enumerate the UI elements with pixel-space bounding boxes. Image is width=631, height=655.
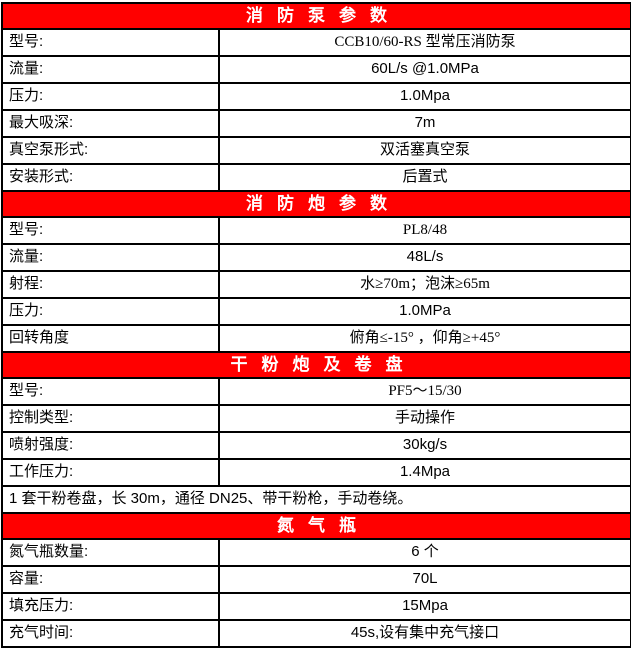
row-value: 45s,设有集中充气接口 [218, 619, 631, 648]
table-row: 喷射强度: 30kg/s [1, 431, 631, 460]
table-row: 回转角度 俯角≤-15° ，仰角≥+45° [1, 324, 631, 353]
section-header: 氮气瓶 [1, 512, 631, 540]
row-label: 喷射强度: [1, 431, 220, 460]
row-value: 7m [218, 109, 631, 138]
table-row: 真空泵形式: 双活塞真空泵 [1, 136, 631, 165]
table-row: 型号: PF5～15/30 [1, 377, 631, 406]
row-label: 压力: [1, 297, 220, 326]
table-row: 型号: PL8/48 [1, 216, 631, 245]
table-row: 氮气瓶数量: 6 个 [1, 538, 631, 567]
row-value: 60L/s @1.0MPa [218, 55, 631, 84]
row-value: PL8/48 [218, 216, 631, 245]
row-value: 1.4Mpa [218, 458, 631, 487]
row-label: 工作压力: [1, 458, 220, 487]
row-value: PF5～15/30 [218, 377, 631, 406]
section-header-row: 干粉炮及卷盘 [1, 351, 631, 379]
section-header: 消防炮参数 [1, 190, 631, 218]
section-header-row: 氮气瓶 [1, 512, 631, 540]
row-label: 控制类型: [1, 404, 220, 433]
row-label: 型号: [1, 28, 220, 57]
row-value: 1.0Mpa [218, 82, 631, 111]
row-value: 后置式 [218, 163, 631, 192]
section-header: 消防泵参数 [1, 2, 631, 30]
row-label: 型号: [1, 377, 220, 406]
table-row: 流量: 60L/s @1.0MPa [1, 55, 631, 84]
table-row: 最大吸深: 7m [1, 109, 631, 138]
row-label: 回转角度 [1, 324, 220, 353]
row-value: 70L [218, 565, 631, 594]
table-row: 充气时间: 45s,设有集中充气接口 [1, 619, 631, 648]
full-width-note: 1 套干粉卷盘，长 30m，通径 DN25、带干粉枪，手动卷绕。 [1, 485, 631, 514]
row-value: 双活塞真空泵 [218, 136, 631, 165]
table-row: 压力: 1.0Mpa [1, 82, 631, 111]
table-row: 填充压力: 15Mpa [1, 592, 631, 621]
table-row: 射程: 水≥70m；泡沫≥65m [1, 270, 631, 299]
row-value: 30kg/s [218, 431, 631, 460]
row-label: 安装形式: [1, 163, 220, 192]
row-label: 真空泵形式: [1, 136, 220, 165]
table-row: 工作压力: 1.4Mpa [1, 458, 631, 487]
table-row: 流量: 48L/s [1, 243, 631, 272]
row-value: 水≥70m；泡沫≥65m [218, 270, 631, 299]
row-label: 最大吸深: [1, 109, 220, 138]
table-row: 1 套干粉卷盘，长 30m，通径 DN25、带干粉枪，手动卷绕。 [1, 485, 631, 514]
row-value: 6 个 [218, 538, 631, 567]
row-label: 氮气瓶数量: [1, 538, 220, 567]
row-label: 充气时间: [1, 619, 220, 648]
table-row: 容量: 70L [1, 565, 631, 594]
row-value: CCB10/60-RS 型常压消防泵 [218, 28, 631, 57]
row-value: 48L/s [218, 243, 631, 272]
row-value: 15Mpa [218, 592, 631, 621]
table-row: 型号: CCB10/60-RS 型常压消防泵 [1, 28, 631, 57]
row-label: 流量: [1, 243, 220, 272]
table-row: 控制类型: 手动操作 [1, 404, 631, 433]
row-label: 填充压力: [1, 592, 220, 621]
row-label: 压力: [1, 82, 220, 111]
section-header: 干粉炮及卷盘 [1, 351, 631, 379]
row-value: 俯角≤-15° ，仰角≥+45° [218, 324, 631, 353]
section-header-row: 消防泵参数 [1, 2, 631, 30]
table-row: 安装形式: 后置式 [1, 163, 631, 192]
row-value: 手动操作 [218, 404, 631, 433]
table-row: 压力: 1.0MPa [1, 297, 631, 326]
row-value: 1.0MPa [218, 297, 631, 326]
row-label: 流量: [1, 55, 220, 84]
row-label: 型号: [1, 216, 220, 245]
section-header-row: 消防炮参数 [1, 190, 631, 218]
row-label: 容量: [1, 565, 220, 594]
row-label: 射程: [1, 270, 220, 299]
